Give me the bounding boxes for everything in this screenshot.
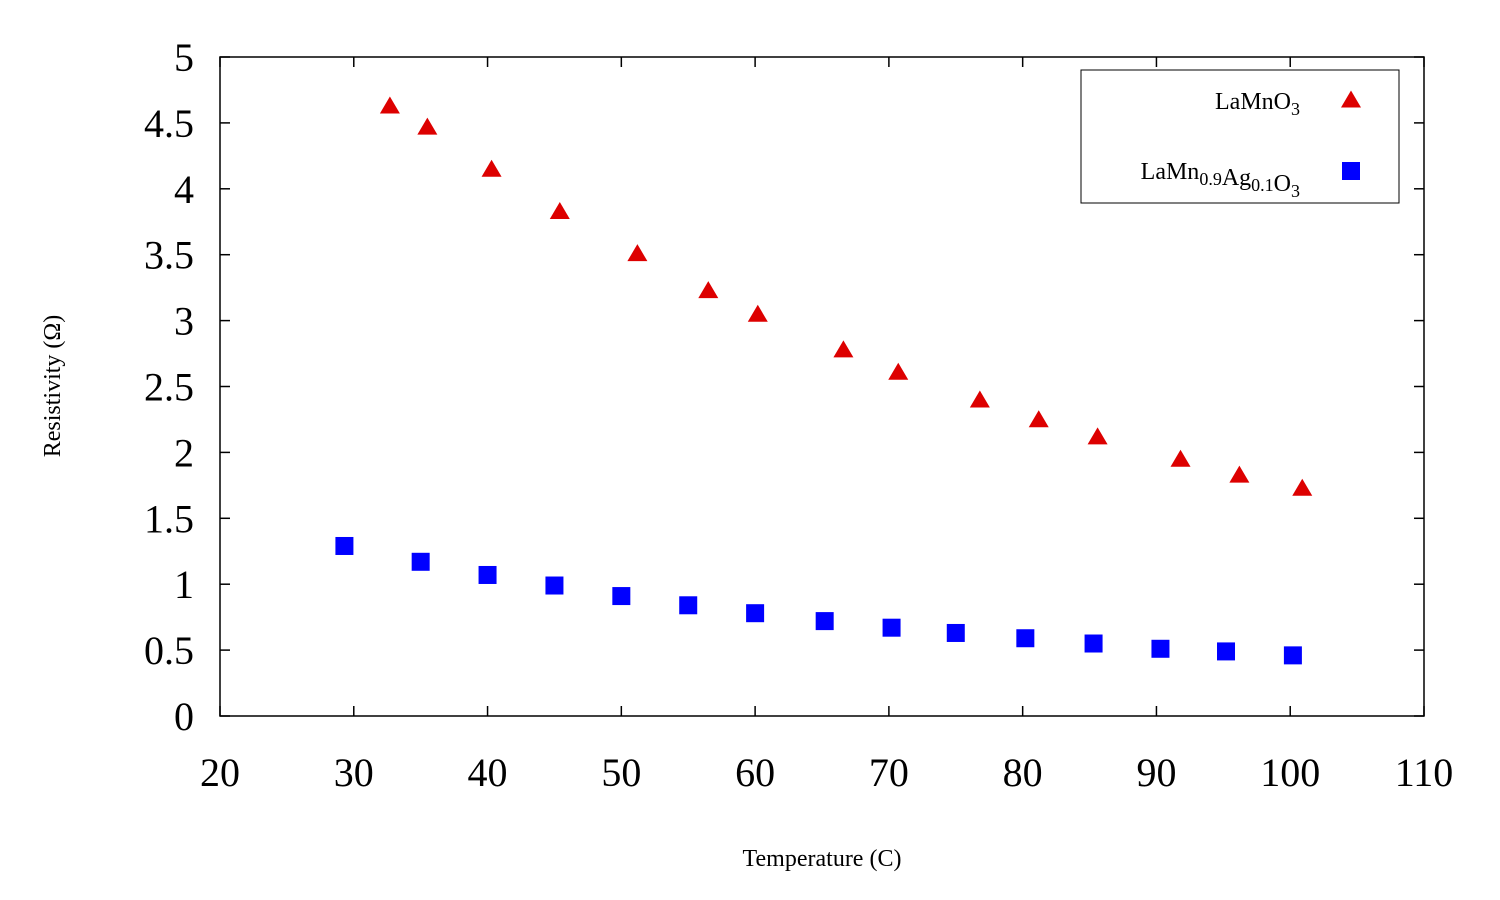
point-s0-1 <box>417 117 438 135</box>
point-s0-5 <box>698 281 719 299</box>
y-tick-label-2: 1 <box>174 562 194 607</box>
y-tick-label-6: 3 <box>174 299 194 344</box>
point-s1-14 <box>1283 646 1302 665</box>
point-s0-6 <box>747 304 768 322</box>
point-s0-7 <box>833 340 854 358</box>
point-s1-11 <box>1084 634 1103 653</box>
legend-label-0: LaMnO3 <box>1215 89 1300 119</box>
point-s1-6 <box>746 604 765 623</box>
y-tick-label-0: 0 <box>174 694 194 739</box>
y-tick-label-10: 5 <box>174 35 194 80</box>
point-s0-2 <box>481 159 502 177</box>
legend-marker-1 <box>1342 162 1360 180</box>
y-tick-label-7: 3.5 <box>144 233 194 278</box>
data-points <box>335 96 1313 665</box>
x-tick-label-1: 30 <box>334 750 374 795</box>
point-s1-4 <box>612 587 631 606</box>
series-1 <box>335 536 1302 665</box>
point-s1-9 <box>946 623 965 642</box>
y-tick-label-9: 4.5 <box>144 101 194 146</box>
x-tick-label-9: 110 <box>1395 750 1454 795</box>
legend-label-1: LaMn0.9Ag0.1O3 <box>1141 159 1300 201</box>
x-tick-label-3: 50 <box>601 750 641 795</box>
point-s0-8 <box>888 362 909 380</box>
x-tick-label-2: 40 <box>468 750 508 795</box>
y-tick-label-4: 2 <box>174 430 194 475</box>
point-s1-3 <box>545 576 564 595</box>
point-s0-10 <box>1028 410 1049 428</box>
point-s1-7 <box>815 612 834 631</box>
point-s1-5 <box>679 596 698 615</box>
point-s0-9 <box>969 390 990 408</box>
x-tick-label-7: 90 <box>1136 750 1176 795</box>
legend-box <box>1080 69 1400 204</box>
legend-marker-0 <box>1341 90 1361 108</box>
point-s0-0 <box>379 96 400 114</box>
y-tick-label-8: 4 <box>174 167 194 212</box>
point-s1-2 <box>478 565 497 584</box>
point-s0-4 <box>627 244 648 262</box>
point-s1-8 <box>882 618 901 637</box>
x-tick-label-6: 80 <box>1003 750 1043 795</box>
x-tick-label-8: 100 <box>1260 750 1320 795</box>
x-tick-label-5: 70 <box>869 750 909 795</box>
x-tick-label-0: 20 <box>200 750 240 795</box>
point-s1-10 <box>1016 629 1035 648</box>
y-tick-label-5: 2.5 <box>144 365 194 410</box>
legend: LaMnO3 LaMn0.9Ag0.1O3 <box>1080 69 1400 204</box>
y-tick-label-1: 0.5 <box>144 628 194 673</box>
series-0 <box>379 96 1313 496</box>
axis-tick-labels: 20 30 40 50 60 70 80 90 100 110 0 0.5 1 1.5 2 2.5 3 3.5 4 4… <box>144 35 1453 795</box>
point-s1-1 <box>411 552 430 571</box>
point-s0-3 <box>549 201 570 219</box>
y-axis-label: Resistivity (Ω) <box>40 315 66 458</box>
point-s0-11 <box>1087 427 1108 445</box>
point-s0-12 <box>1170 449 1191 467</box>
x-tick-label-4: 60 <box>735 750 775 795</box>
point-s0-14 <box>1292 478 1313 496</box>
point-s0-13 <box>1229 465 1250 483</box>
axis-ticks <box>219 56 1425 717</box>
x-axis-label: Temperature (C) <box>743 846 902 872</box>
point-s1-12 <box>1151 639 1170 658</box>
point-s1-0 <box>335 536 354 555</box>
point-s1-13 <box>1217 642 1236 661</box>
y-tick-label-3: 1.5 <box>144 496 194 541</box>
